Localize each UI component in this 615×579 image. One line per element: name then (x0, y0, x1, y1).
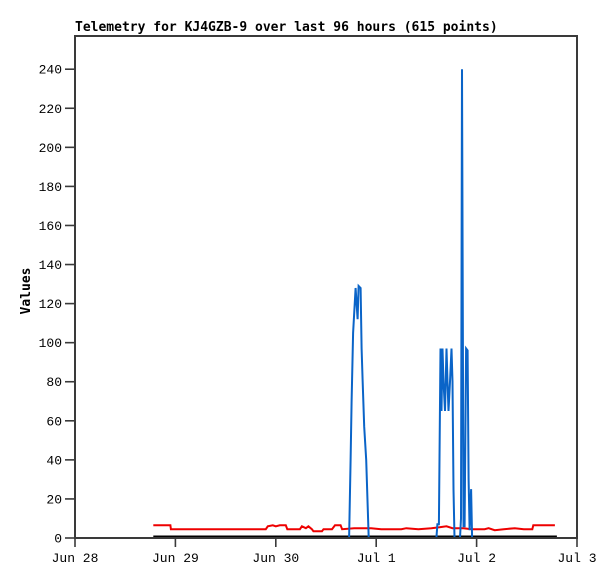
axis-layer: 0 20 40 60 80 100 120 140 160 180 200 220 240 Jun 28 J… (39, 35, 597, 566)
x-tick-label: Jul 1 (357, 551, 396, 566)
y-tick-label: 80 (46, 375, 62, 390)
y-tick-label: 160 (39, 219, 62, 234)
y-tick-label: 200 (39, 141, 62, 156)
x-tick-label: Jun 28 (52, 551, 99, 566)
series-line-channel-red (153, 524, 555, 533)
y-tick-label: 140 (39, 258, 62, 273)
y-tick-label: 240 (39, 63, 62, 78)
chart-title: Telemetry for KJ4GZB-9 over last 96 hour… (75, 20, 498, 35)
y-tick-label: 40 (46, 453, 62, 468)
x-tick-label: Jun 30 (252, 551, 299, 566)
x-tick-label: Jul 2 (457, 551, 496, 566)
y-axis-label: Values (19, 268, 34, 315)
plot-border (74, 35, 578, 539)
y-tick-label: 180 (39, 180, 62, 195)
x-tick-label: Jun 29 (152, 551, 199, 566)
y-tick-label: 20 (46, 492, 62, 507)
series-layer (153, 69, 557, 539)
series-line-channel-blue (153, 69, 556, 539)
y-tick-label: 0 (54, 532, 62, 547)
y-tick-label: 60 (46, 414, 62, 429)
y-tick-label: 220 (39, 102, 62, 117)
y-tick-label: 120 (39, 297, 62, 312)
y-tick-label: 100 (39, 336, 62, 351)
x-tick-label: Jul 3 (557, 551, 596, 566)
